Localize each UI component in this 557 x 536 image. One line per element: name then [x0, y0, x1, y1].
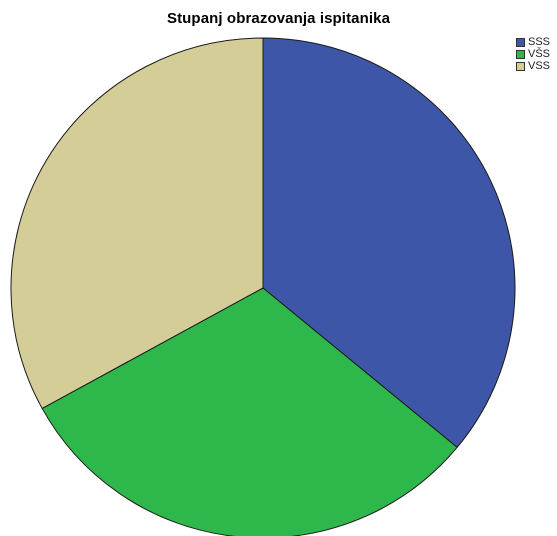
legend-item-sss: SSS	[516, 37, 550, 48]
legend-label-vss-higher: VŠS	[528, 48, 551, 60]
legend-item-vss-higher: VŠS	[516, 49, 550, 60]
pie-slice-0	[262, 37, 516, 448]
legend-label-sss: SSS	[528, 36, 551, 48]
pie-slice-2	[10, 37, 264, 409]
legend-swatch-vss	[516, 62, 525, 71]
legend-swatch-sss	[516, 38, 525, 47]
legend-swatch-vss-higher	[516, 50, 525, 59]
pie-slice-1	[41, 287, 458, 536]
legend-label-vss: VSS	[528, 60, 551, 72]
legend-item-vss: VSS	[516, 61, 550, 72]
legend: SSS VŠS VSS	[516, 37, 550, 73]
chart-title: Stupanj obrazovanja ispitanika	[166, 10, 391, 27]
